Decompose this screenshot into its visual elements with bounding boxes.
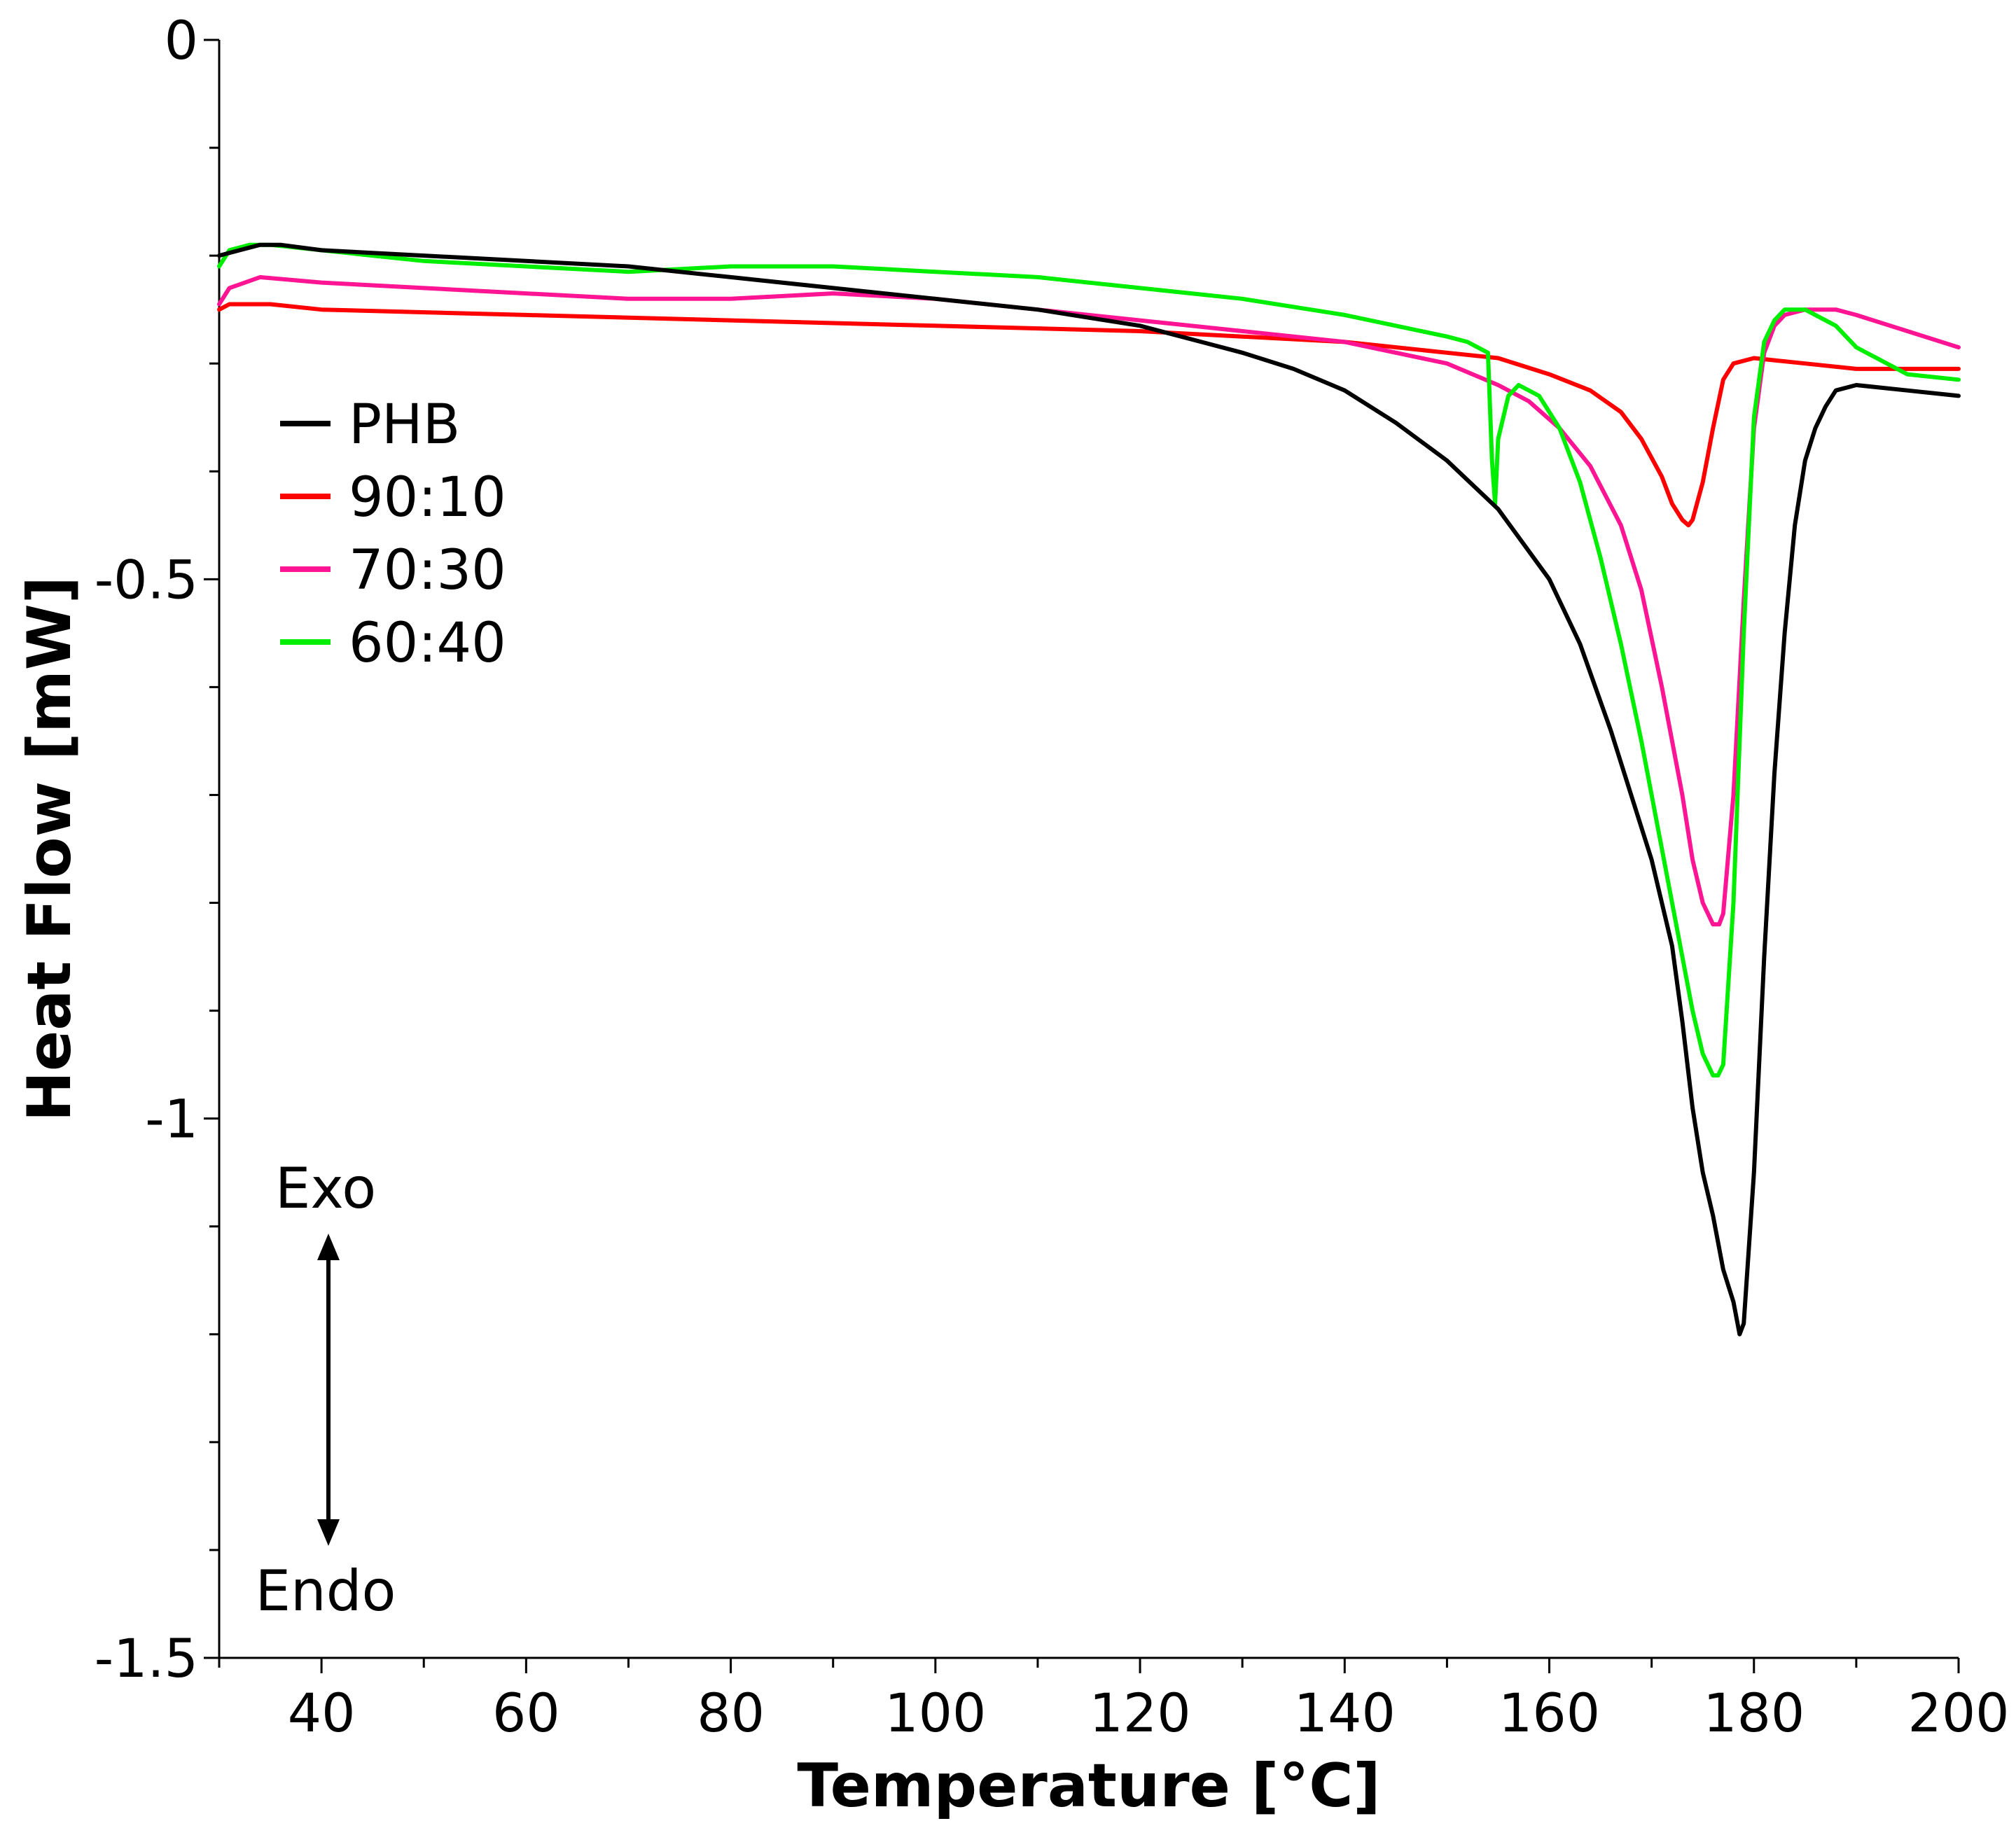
axes: 40 60 80 100 120 140 160 180 200 0 -0.5 -1 -1.5 Tempe… [15,9,2010,1821]
series-line-60-40 [217,242,1961,1077]
endo-arrowhead-icon [317,1519,340,1546]
x-tick-label: 120 [1090,1682,1191,1744]
series-line-90-10 [217,302,1961,528]
series-line-70-30 [217,274,1961,927]
legend-label: 70:30 [349,539,506,602]
endo-label: Endo [256,1558,396,1624]
legend-label: 60:40 [349,612,506,675]
y-tick-label: -1 [145,1088,198,1150]
x-axis-title: Temperature [°C] [797,1751,1380,1821]
x-tick-label: 60 [492,1682,560,1744]
legend: PHB 90:10 70:30 60:40 [280,393,506,675]
legend-label: PHB [349,393,460,456]
exo-endo-annotation: Exo Endo [256,1156,396,1624]
x-tick-label: 160 [1499,1682,1600,1744]
legend-label: 90:10 [349,466,506,529]
y-tick-label: -0.5 [95,548,198,611]
exo-arrowhead-icon [317,1234,340,1260]
x-tick-label: 180 [1703,1682,1805,1744]
x-tick-label: 200 [1907,1682,2009,1744]
series-line-phb [217,242,1961,1337]
x-tick-label: 140 [1294,1682,1396,1744]
exo-label: Exo [275,1156,376,1221]
y-axis-title: Heat Flow [mW] [15,576,85,1122]
x-tick-label: 80 [697,1682,765,1744]
series-layer [217,242,1961,1337]
x-tick-label: 40 [288,1682,356,1744]
y-tick-label: -1.5 [95,1627,198,1689]
y-tick-label: 0 [165,9,198,71]
x-tick-label: 100 [884,1682,986,1744]
